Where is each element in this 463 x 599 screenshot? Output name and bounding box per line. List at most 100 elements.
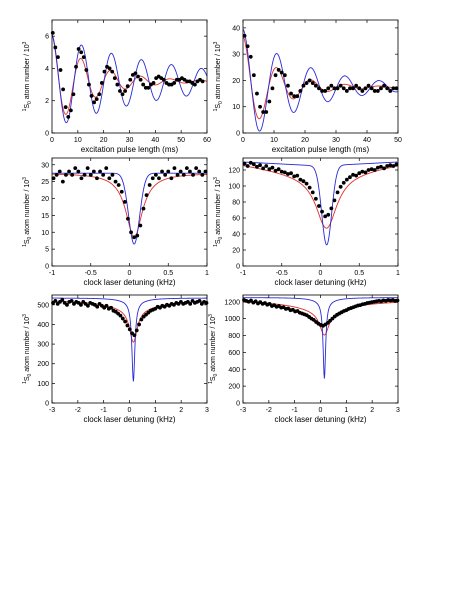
x-tick-label: -2 <box>75 407 81 414</box>
data-point <box>175 172 180 177</box>
data-point <box>101 172 106 177</box>
data-point <box>348 175 352 180</box>
data-point <box>57 169 62 174</box>
data-point <box>326 212 331 217</box>
data-point <box>65 302 69 307</box>
y-axis-label-part: 3 <box>208 314 214 317</box>
data-point <box>261 166 266 171</box>
y-tick-label: 1200 <box>224 299 240 306</box>
plot-frame <box>51 19 208 134</box>
y-axis-label-part: atom number / 10 <box>24 180 31 237</box>
data-point <box>151 81 156 85</box>
x-tick-label: 0.5 <box>354 270 364 277</box>
data-point <box>357 86 362 91</box>
data-point <box>74 64 78 69</box>
data-point <box>125 84 130 89</box>
data-point <box>56 55 60 60</box>
data-point <box>120 316 125 321</box>
data-point <box>163 172 168 177</box>
blue-fit-curve <box>243 161 398 246</box>
y-axis-label-part: 3 <box>213 177 219 180</box>
y-axis-label: 1S0 atom number / 103 <box>213 177 224 247</box>
data-point <box>161 77 166 82</box>
data-point <box>69 298 74 303</box>
x-tick-label: 20 <box>100 137 108 144</box>
data-point <box>200 79 205 84</box>
data-point <box>304 81 309 85</box>
data-point <box>97 92 102 97</box>
x-tick-label: 0.5 <box>163 270 173 277</box>
data-point <box>326 86 331 91</box>
data-point <box>67 169 71 174</box>
data-point <box>102 69 107 74</box>
data-points <box>242 160 399 219</box>
data-point <box>132 333 137 338</box>
x-axis-label: excitation pulse length (ms) <box>272 145 370 154</box>
data-point <box>251 162 256 167</box>
data-point <box>251 73 256 78</box>
data-point <box>76 47 81 51</box>
fit-curves <box>243 297 398 379</box>
y-axis-label-part: S <box>24 104 31 109</box>
data-point <box>379 86 383 91</box>
x-tick-label: 30 <box>332 137 340 144</box>
x-tick-label: 0 <box>50 137 54 144</box>
data-point <box>58 68 63 72</box>
data-point <box>112 76 117 81</box>
data-point <box>64 172 68 177</box>
data-point <box>172 81 177 85</box>
data-point <box>139 317 144 322</box>
data-point <box>323 214 328 219</box>
data-point <box>258 104 262 109</box>
x-tick-label: 1 <box>153 407 157 414</box>
data-point <box>172 166 177 171</box>
data-point <box>70 172 75 177</box>
data-point <box>360 89 365 93</box>
data-point <box>310 190 315 195</box>
data-point <box>351 86 355 91</box>
data-point <box>391 164 396 168</box>
data-point <box>385 86 390 91</box>
y-tick-label: 4 <box>45 66 49 73</box>
data-point <box>60 179 65 184</box>
data-point <box>94 97 99 101</box>
data-point <box>197 169 202 174</box>
data-point <box>197 298 202 303</box>
data-point <box>344 177 349 182</box>
data-point <box>317 86 321 91</box>
data-points <box>242 298 400 328</box>
data-point <box>382 83 386 88</box>
data-point <box>348 86 352 91</box>
data-point <box>261 110 266 114</box>
data-point <box>144 193 149 198</box>
x-tick-label: 3 <box>205 407 209 414</box>
data-point <box>357 171 362 176</box>
data-point <box>282 170 287 175</box>
y-axis-label-part: 0 <box>218 236 224 239</box>
y-axis-label-part: atom number / 10 <box>210 317 217 374</box>
data-point <box>68 108 73 113</box>
data-point <box>298 177 303 182</box>
data-point <box>388 163 393 168</box>
data-point <box>147 183 152 187</box>
chart-panel-f: -3 -2 -1 0 1 2 3 0 200 400 600 800 1000 1200 clock las… <box>208 294 400 424</box>
data-point <box>273 168 278 173</box>
y-axis-label-part: atom number / 10 <box>24 44 31 101</box>
data-point <box>99 81 104 85</box>
x-tick-label: -1 <box>49 270 55 277</box>
data-point <box>89 93 94 98</box>
x-tick-label: -3 <box>240 407 246 414</box>
data-point <box>242 33 247 38</box>
y-tick-label: 120 <box>228 168 240 175</box>
data-point <box>289 91 293 96</box>
x-tick-label: 3 <box>396 407 400 414</box>
x-axis-label: clock laser detuning (kHz) <box>274 415 366 424</box>
data-point <box>73 166 78 171</box>
y-axis-label-part: 1 <box>208 381 214 384</box>
data-point <box>366 168 371 172</box>
data-point <box>320 89 324 93</box>
data-point <box>341 86 346 91</box>
data-point <box>153 172 158 177</box>
